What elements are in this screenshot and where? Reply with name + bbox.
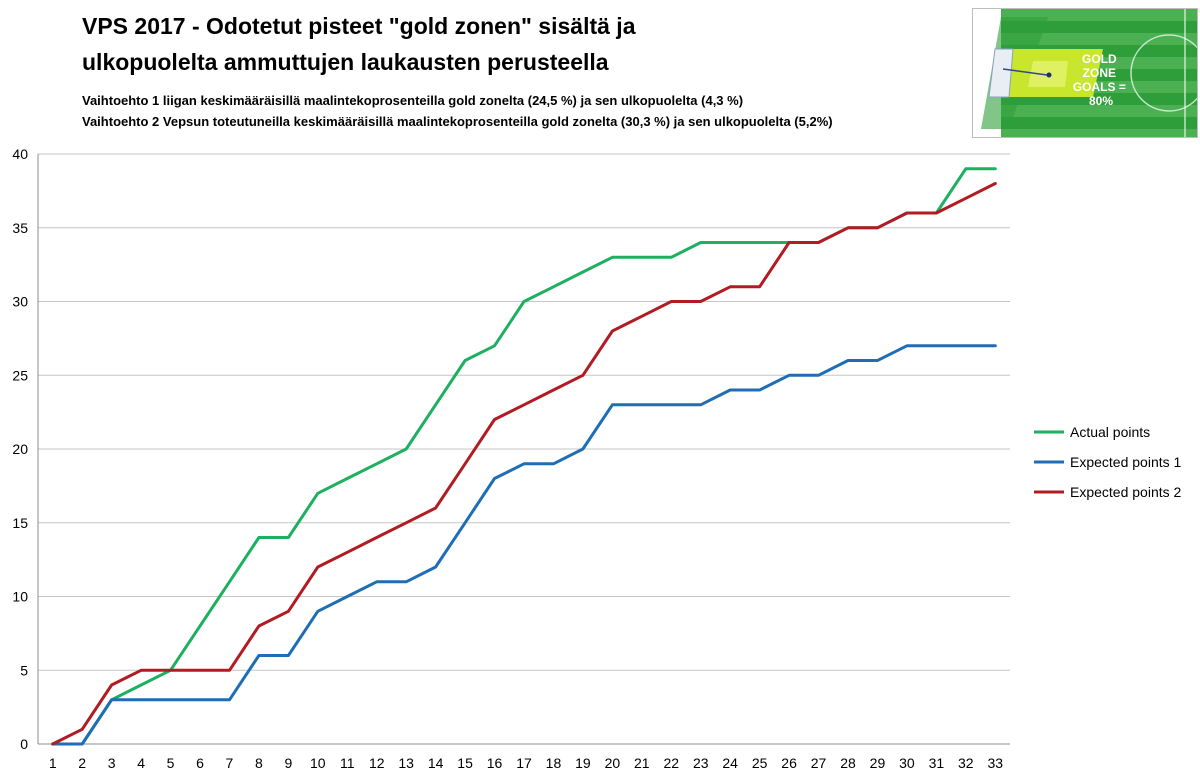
chart-grid [37, 153, 1010, 745]
y-tick-label: 10 [12, 589, 28, 605]
x-tick-label: 27 [811, 755, 827, 771]
x-tick-label: 2 [78, 755, 86, 771]
x-tick-label: 18 [546, 755, 562, 771]
x-tick-label: 17 [516, 755, 532, 771]
y-tick-label: 20 [12, 441, 28, 457]
y-tick-label: 25 [12, 367, 28, 383]
x-tick-label: 31 [929, 755, 945, 771]
x-tick-label: 11 [340, 755, 355, 771]
gold-zone-text-line-2: ZONE [1083, 66, 1116, 80]
y-axis-ticks: 0 5 10 15 20 25 30 35 40 [12, 146, 28, 752]
series-line-3 [51, 182, 997, 746]
x-tick-label: 9 [284, 755, 292, 771]
x-tick-label: 6 [196, 755, 204, 771]
x-tick-label: 22 [663, 755, 679, 771]
y-tick-label: 35 [12, 220, 28, 236]
y-tick-label: 30 [12, 294, 28, 310]
x-tick-label: 23 [693, 755, 709, 771]
x-tick-label: 4 [137, 755, 145, 771]
y-tick-label: 5 [20, 662, 28, 678]
series-line-1 [51, 167, 997, 746]
x-tick-label: 26 [781, 755, 797, 771]
x-tick-label: 33 [987, 755, 1003, 771]
x-tick-label: 19 [575, 755, 591, 771]
x-tick-label: 32 [958, 755, 974, 771]
gold-zone-pitch-image: GOLD ZONE GOALS = 80% [972, 8, 1198, 138]
x-tick-label: 24 [722, 755, 738, 771]
x-tick-label: 25 [752, 755, 768, 771]
y-tick-label: 15 [12, 515, 28, 531]
x-tick-label: 16 [487, 755, 503, 771]
x-tick-label: 28 [840, 755, 856, 771]
chart-title-line-1: VPS 2017 - Odotetut pisteet "gold zonen"… [82, 13, 636, 39]
y-tick-label: 40 [12, 146, 28, 162]
legend-label-1: Actual points [1070, 424, 1150, 440]
chart-subtitle-line-1: Vaihtoehto 1 liigan keskimääräisillä maa… [82, 93, 744, 108]
gold-zone-text-line-1: GOLD [1082, 52, 1117, 66]
gold-zone-text: GOLD ZONE GOALS = 80% [1073, 52, 1129, 108]
gold-zone-pitch-graphic: GOLD ZONE GOALS = 80% [973, 9, 1197, 137]
x-tick-label: 21 [634, 755, 650, 771]
chart-series-lines [51, 167, 997, 746]
x-tick-label: 20 [605, 755, 621, 771]
x-tick-label: 29 [870, 755, 886, 771]
chart-legend: Actual points Expected points 1 Expected p… [1034, 424, 1182, 500]
gold-zone-text-line-3: GOALS = [1073, 80, 1126, 94]
x-tick-label: 7 [226, 755, 234, 771]
gold-zone-text-line-4: 80% [1089, 94, 1113, 108]
x-tick-label: 15 [457, 755, 473, 771]
legend-label-3: Expected points 2 [1070, 484, 1182, 500]
x-axis-ticks: 1 2 3 4 5 6 7 8 9 10 11 12 13 14 15 16 17 18 19 20 21 22 23 24 2… [49, 755, 1003, 771]
x-tick-label: 8 [255, 755, 263, 771]
x-tick-label: 30 [899, 755, 915, 771]
series-line-2 [51, 344, 997, 746]
chart-title-line-2: ulkopuolelta ammuttujen laukausten perus… [82, 49, 609, 75]
chart-subtitle-line-2: Vaihtoehto 2 Vepsun toteutuneilla keskim… [82, 114, 833, 129]
y-tick-label: 0 [20, 736, 28, 752]
chart-title: VPS 2017 - Odotetut pisteet "gold zonen"… [82, 8, 962, 80]
x-tick-label: 1 [49, 755, 57, 771]
x-tick-label: 13 [398, 755, 414, 771]
x-tick-label: 10 [310, 755, 326, 771]
x-tick-label: 14 [428, 755, 444, 771]
x-tick-label: 3 [108, 755, 116, 771]
legend-label-2: Expected points 1 [1070, 454, 1182, 470]
x-tick-label: 12 [369, 755, 385, 771]
x-tick-label: 5 [167, 755, 175, 771]
